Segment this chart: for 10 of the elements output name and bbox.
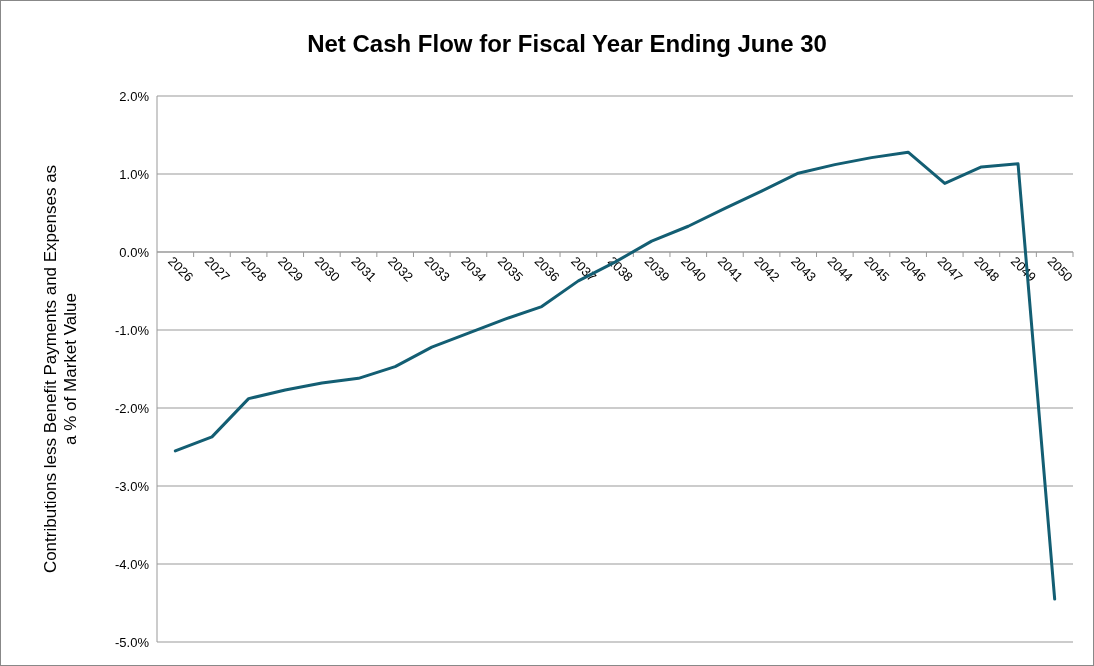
y-axis-title: Contributions less Benefit Payments and Expenses as a % of Market Value — [41, 164, 80, 574]
y-tick-label: 2.0% — [119, 88, 150, 104]
y-tick-label: -4.0% — [115, 556, 150, 572]
y-tick-label: -3.0% — [115, 478, 150, 494]
y-tick-label: 1.0% — [119, 166, 150, 182]
chart-title: Net Cash Flow for Fiscal Year Ending June 30 — [307, 30, 827, 57]
y-tick-label: -1.0% — [115, 322, 150, 338]
y-tick-label: -2.0% — [115, 400, 150, 416]
y-tick-label: 0.0% — [119, 244, 150, 260]
y-tick-label: -5.0% — [115, 634, 150, 650]
